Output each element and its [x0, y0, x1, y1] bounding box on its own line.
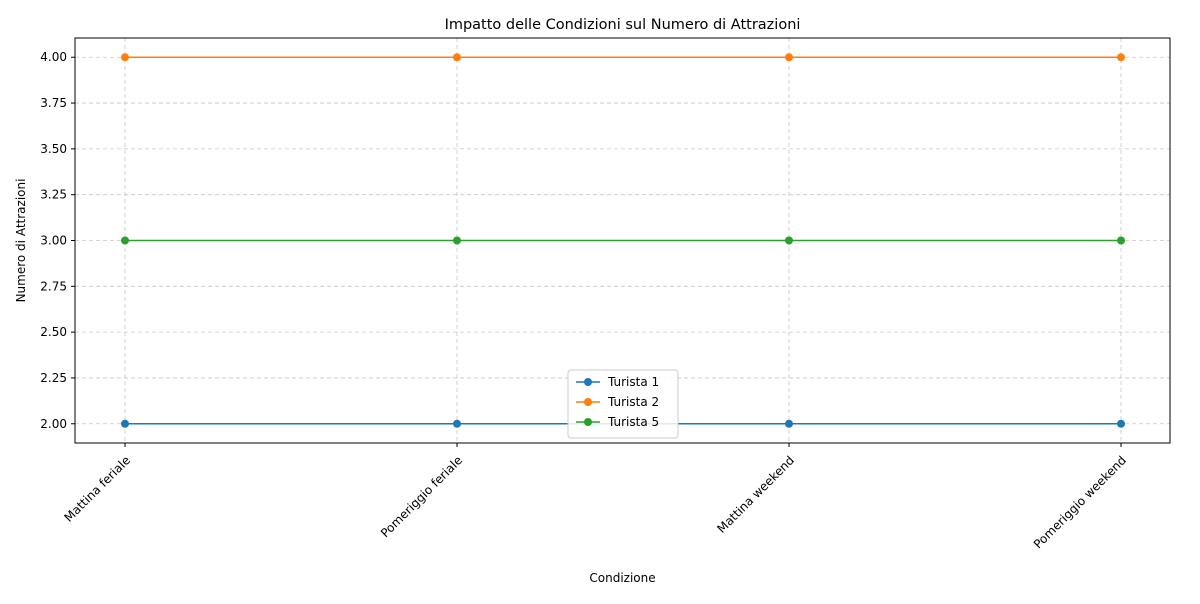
- legend-box: [567, 369, 679, 439]
- data-point: [1117, 419, 1125, 428]
- legend: Turista 1 Turista 2 Turista 5: [567, 369, 679, 439]
- data-point: [453, 236, 461, 245]
- x-axis-label: Condizione: [589, 571, 655, 585]
- data-point: [121, 236, 129, 245]
- legend-label: Turista 5: [607, 415, 659, 429]
- axis-layer: 2.00 2.25 2.50 2.75 3.00 3.25 3.50 3.75 4.00 Matt…: [40, 50, 1129, 551]
- data-point: [1117, 53, 1125, 62]
- x-tick-label: Pomeriggio feriale: [378, 453, 465, 540]
- y-tick-label: 2.50: [40, 325, 67, 339]
- y-tick-label: 3.00: [40, 234, 67, 248]
- data-point: [1117, 236, 1125, 245]
- chart-title: Impatto delle Condizioni sul Numero di A…: [445, 17, 801, 33]
- x-tick-label: Mattina feriale: [62, 453, 134, 525]
- x-tick-label: Mattina weekend: [714, 453, 797, 536]
- legend-marker: [584, 378, 592, 386]
- data-point: [785, 236, 793, 245]
- y-tick-label: 3.50: [40, 142, 67, 156]
- legend-marker: [584, 418, 592, 426]
- data-point: [785, 419, 793, 428]
- legend-marker: [584, 398, 592, 406]
- data-point: [785, 53, 793, 62]
- data-point: [453, 53, 461, 62]
- legend-label: Turista 2: [607, 395, 659, 409]
- y-tick-label: 2.75: [40, 279, 67, 293]
- legend-label: Turista 1: [607, 375, 659, 389]
- y-tick-label: 3.25: [40, 188, 67, 202]
- data-point: [121, 419, 129, 428]
- y-tick-label: 3.75: [40, 96, 67, 110]
- y-tick-label: 4.00: [40, 50, 67, 64]
- y-tick-label: 2.25: [40, 371, 67, 385]
- y-tick-label: 2.00: [40, 417, 67, 431]
- data-point: [121, 53, 129, 62]
- data-point: [453, 419, 461, 428]
- x-tick-label: Pomeriggio weekend: [1031, 453, 1129, 551]
- y-axis-label: Numero di Attrazioni: [14, 179, 28, 303]
